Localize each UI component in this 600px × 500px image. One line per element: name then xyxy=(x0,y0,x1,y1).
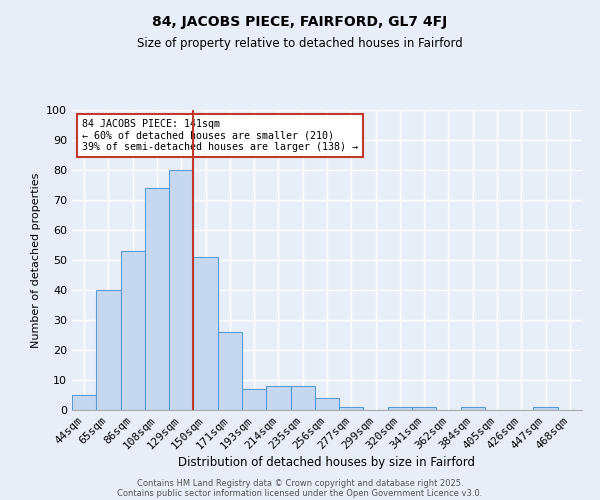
Bar xyxy=(193,257,218,410)
Bar xyxy=(121,251,145,410)
Bar xyxy=(218,332,242,410)
Text: Contains public sector information licensed under the Open Government Licence v3: Contains public sector information licen… xyxy=(118,488,482,498)
Bar xyxy=(145,188,169,410)
Bar xyxy=(72,395,96,410)
Bar xyxy=(315,398,339,410)
X-axis label: Distribution of detached houses by size in Fairford: Distribution of detached houses by size … xyxy=(179,456,476,469)
Bar xyxy=(412,407,436,410)
Bar xyxy=(290,386,315,410)
Bar xyxy=(242,389,266,410)
Text: 84 JACOBS PIECE: 141sqm
← 60% of detached houses are smaller (210)
39% of semi-d: 84 JACOBS PIECE: 141sqm ← 60% of detache… xyxy=(82,119,358,152)
Bar xyxy=(266,386,290,410)
Text: 84, JACOBS PIECE, FAIRFORD, GL7 4FJ: 84, JACOBS PIECE, FAIRFORD, GL7 4FJ xyxy=(152,15,448,29)
Text: Size of property relative to detached houses in Fairford: Size of property relative to detached ho… xyxy=(137,38,463,51)
Bar xyxy=(461,407,485,410)
Bar xyxy=(339,407,364,410)
Bar xyxy=(169,170,193,410)
Y-axis label: Number of detached properties: Number of detached properties xyxy=(31,172,41,348)
Bar xyxy=(533,407,558,410)
Text: Contains HM Land Registry data © Crown copyright and database right 2025.: Contains HM Land Registry data © Crown c… xyxy=(137,478,463,488)
Bar xyxy=(388,407,412,410)
Bar xyxy=(96,290,121,410)
